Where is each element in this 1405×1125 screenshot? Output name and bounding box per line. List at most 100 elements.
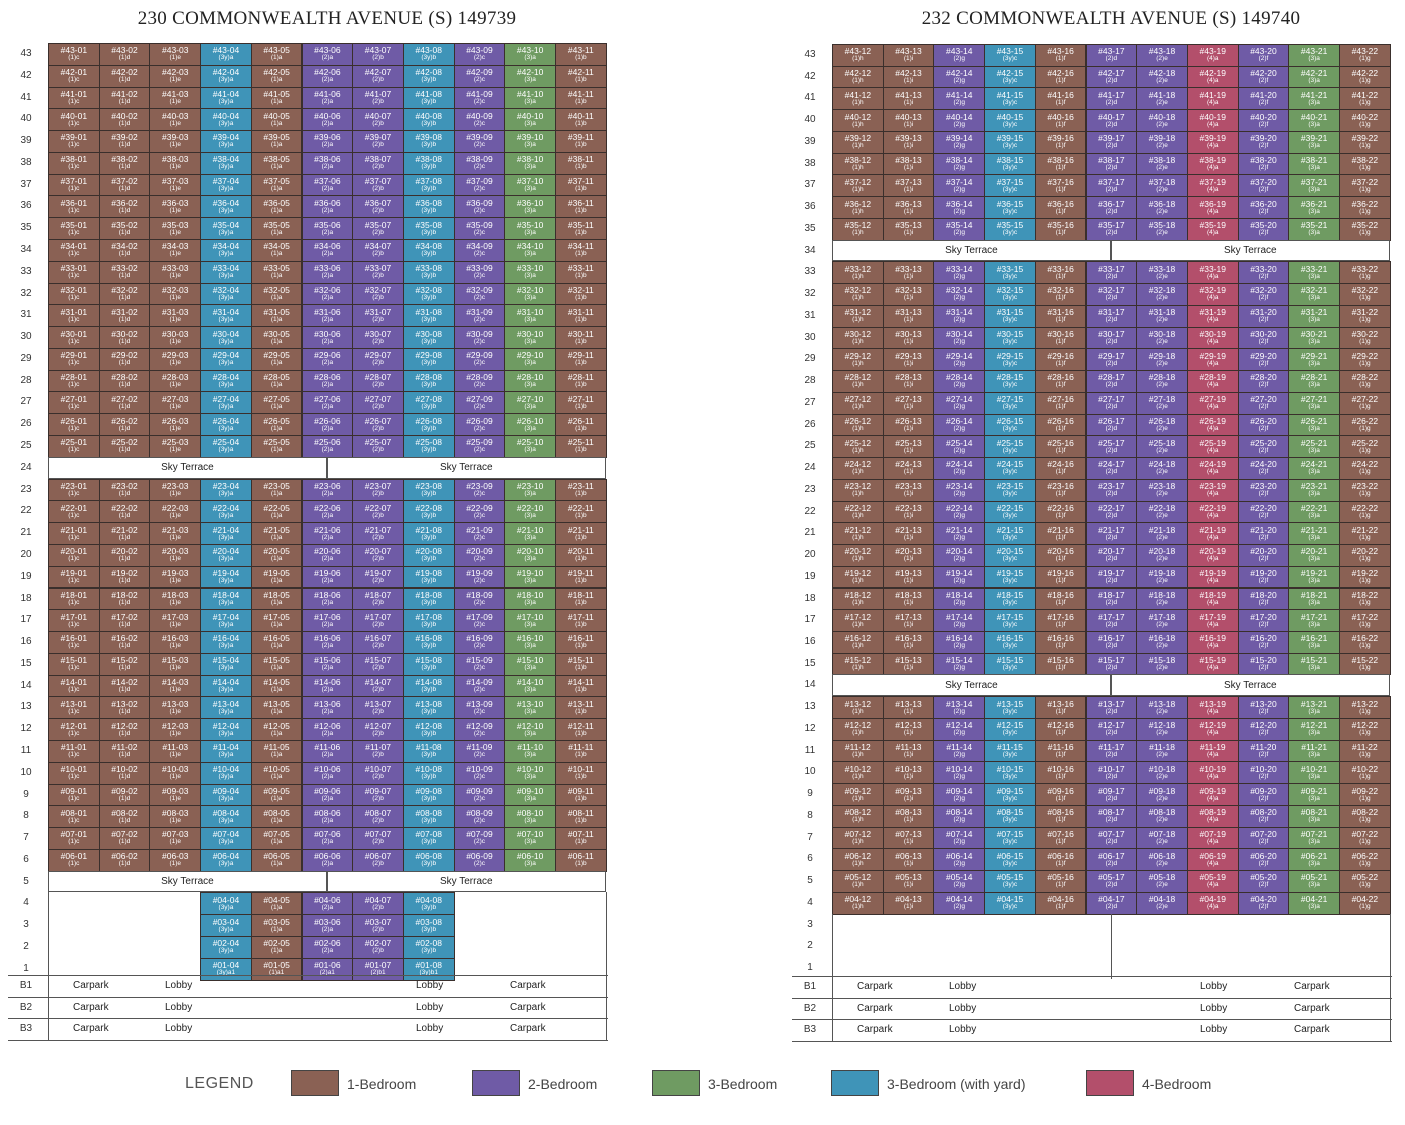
floor-label: 33 (804, 266, 816, 278)
unit-number: #27-16 (1047, 394, 1074, 405)
unit-cell: #27-14 (2)g (933, 391, 986, 415)
unit-cell: #04-06 (2)a (301, 892, 354, 916)
unit-type: (2)e (1156, 533, 1168, 541)
unit-cell: #43-11 (1)b (555, 43, 607, 66)
unit-number: #34-07 (364, 241, 392, 252)
unit-type: (2)f (1258, 903, 1269, 911)
unit-number: #05-18 (1148, 872, 1176, 883)
unit-cell: #33-12 (1)h (832, 261, 884, 285)
unit-cell: #28-19 (4)a (1186, 370, 1239, 393)
unit-number: #41-21 (1300, 89, 1328, 100)
unit-cell: #36-09 (2)c (453, 195, 506, 219)
unit-cell: #33-13 (1)i (882, 261, 935, 285)
unit-type: (3)a (524, 555, 536, 563)
unit-type: (1)g (1359, 816, 1371, 824)
unit-cell: #22-22 (1)g (1339, 500, 1391, 524)
unit-cell: #36-16 (1)f (1034, 196, 1087, 219)
unit-type: (4)a (1206, 577, 1219, 585)
unit-number: #21-20 (1250, 524, 1277, 535)
unit-cell: #19-15 (3y)c (984, 565, 1036, 589)
unit-number: #32-02 (111, 284, 138, 295)
unit-cell: #25-02 (1)d (98, 435, 151, 458)
unit-cell: #20-14 (2)g (933, 544, 986, 567)
unit-type: (1)h (852, 77, 864, 85)
unit-type: (2)b (372, 729, 384, 737)
unit-number: #32-15 (996, 285, 1024, 296)
unit-cell: #06-12 (1)h (832, 848, 884, 872)
unit-type: (1)a (270, 97, 283, 105)
unit-cell: #22-02 (1)d (98, 500, 151, 524)
unit-number: #11-15 (997, 742, 1023, 753)
unit-cell: #17-11 (1)b (555, 609, 607, 633)
unit-cell: #39-03 (1)e (149, 130, 202, 153)
unit-cell: #19-21 (3)a (1288, 565, 1340, 589)
unit-number: #17-14 (946, 611, 973, 622)
unit-number: #41-01 (60, 88, 88, 99)
unit-number: #05-14 (946, 872, 973, 883)
unit-type: (2)a (321, 838, 334, 846)
unit-type: (3y)c (1002, 446, 1018, 454)
unit-type: (3)a (1308, 642, 1320, 650)
unit-type: (2)g (953, 316, 966, 324)
unit-cell: #32-18 (2)e (1136, 283, 1188, 306)
unit-number: #20-04 (212, 546, 240, 557)
unit-cell: #40-07 (2)b (352, 108, 404, 132)
unit-type: (2)a (321, 228, 334, 236)
unit-cell: #12-16 (1)f (1034, 717, 1087, 741)
unit-number: #06-05 (263, 851, 290, 862)
unit-number: #24-14 (946, 459, 973, 470)
unit-cell: #10-14 (2)g (933, 761, 986, 785)
unit-type: (3y)a (218, 773, 234, 781)
legend-swatch (1086, 1070, 1134, 1096)
unit-number: #38-22 (1351, 155, 1379, 166)
unit-cell: #29-18 (2)e (1136, 348, 1188, 372)
unit-cell: #18-22 (1)g (1339, 587, 1391, 611)
unit-type: (1)f (1055, 294, 1066, 302)
unit-number: #13-10 (516, 698, 544, 709)
unit-number: #42-09 (466, 67, 493, 78)
unit-number: #26-19 (1199, 415, 1226, 426)
unit-type: (3y)b (421, 402, 437, 410)
unit-type: (2)b (372, 97, 384, 105)
unit-cell: #07-09 (2)c (453, 827, 506, 850)
unit-type: (2)a (321, 293, 334, 301)
unit-cell: #15-11 (1)b (555, 652, 607, 676)
unit-type: (1)g (1359, 120, 1371, 128)
unit-number: #03-05 (263, 916, 290, 927)
unit-cell: #27-02 (1)d (98, 391, 151, 415)
unit-cell: #30-19 (4)a (1186, 326, 1239, 350)
unit-cell: #38-12 (1)h (832, 152, 884, 176)
unit-type: (2)b (372, 54, 384, 62)
unit-type: (1)e (169, 489, 182, 497)
sky-terrace: Sky Terrace (326, 870, 606, 893)
unit-cell: #21-11 (1)b (555, 522, 607, 545)
unit-number: #38-14 (946, 155, 973, 166)
unit-number: #07-16 (1047, 828, 1074, 839)
unit-cell: #04-12 (1)h (832, 891, 884, 915)
unit-number: #31-16 (1047, 307, 1074, 318)
unit-number: #41-16 (1047, 89, 1074, 100)
unit-type: (1)c (68, 751, 80, 759)
basement-item: Lobby (1200, 1002, 1228, 1014)
unit-cell: #32-04 (3y)a (200, 282, 252, 306)
unit-number: #40-12 (844, 111, 872, 122)
unit-type: (1)h (852, 881, 864, 889)
unit-number: #28-09 (466, 372, 493, 383)
unit-cell: #27-08 (3y)b (402, 391, 455, 415)
unit-cell: #36-04 (3y)a (200, 195, 252, 219)
unit-type: (1)f (1055, 446, 1066, 454)
unit-number: #07-12 (844, 828, 872, 839)
unit-type: (1)g (1359, 511, 1371, 519)
unit-type: (3y)a (218, 533, 234, 541)
unit-type: (2)d (1105, 207, 1118, 215)
unit-number: #27-05 (263, 393, 290, 404)
unit-cell: #19-01 (1)c (48, 565, 100, 589)
unit-number: #31-11 (567, 306, 594, 317)
unit-type: (1)g (1359, 837, 1371, 845)
unit-number: #04-21 (1300, 894, 1328, 905)
unit-cell: #32-11 (1)b (555, 282, 607, 306)
unit-number: #04-08 (415, 894, 442, 905)
unit-type: (4)a (1206, 729, 1219, 737)
unit-cell: #38-02 (1)d (98, 151, 151, 175)
unit-number: #40-07 (364, 110, 392, 121)
